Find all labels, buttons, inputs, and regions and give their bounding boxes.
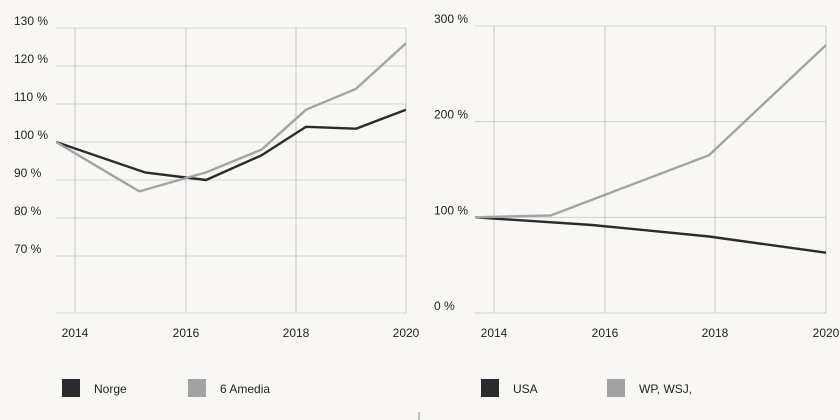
series-line-1 [475, 216, 826, 254]
x-tick-label: 2018 [283, 326, 310, 340]
legend-swatch-2 [188, 379, 206, 397]
y-tick-label: 80 % [14, 204, 42, 218]
legend-label-1: USA [513, 382, 538, 396]
x-tick-label: 2020 [813, 326, 840, 340]
legend-swatch-1 [481, 379, 499, 397]
x-tick-label: 2014 [62, 326, 89, 340]
x-tick-label: 2020 [393, 326, 420, 340]
chart-panel-1: 130 % 120 % 110 % 100 % 90 % 80 % 70 % 2014 2016… [14, 14, 420, 397]
y-tick-label: 110 % [14, 90, 47, 104]
y-tick-label: 0 % [434, 299, 455, 313]
y-tick-label: 300 % [434, 12, 468, 26]
series-line-2 [475, 44, 826, 219]
y-tick-label: 70 % [14, 242, 42, 256]
chart-panel-2: 300 % 200 % 100 % 0 % 2014 2016 2018 2020 USA WP,… [434, 12, 840, 397]
y-tick-label: 100 % [14, 128, 48, 142]
y-tick-label: 120 % [14, 52, 48, 66]
series-line-1 [56, 108, 406, 182]
x-tick-label: 2016 [173, 326, 200, 340]
y-tick-label: 90 % [14, 166, 42, 180]
y-tick-label: 130 % [14, 14, 48, 28]
x-tick-label: 2014 [481, 326, 508, 340]
y-tick-label: 100 % [434, 203, 468, 217]
legend-swatch-2 [607, 379, 625, 397]
legend-label-2: WP, WSJ, [639, 382, 692, 396]
x-tick-label: 2016 [592, 326, 619, 340]
legend-label-2: 6 Amedia [220, 382, 270, 396]
legend-swatch-1 [62, 379, 80, 397]
x-tick-label: 2018 [702, 326, 729, 340]
legend-label-1: Norge [94, 382, 127, 396]
series-line-2 [56, 42, 406, 193]
y-tick-label: 200 % [434, 108, 468, 122]
